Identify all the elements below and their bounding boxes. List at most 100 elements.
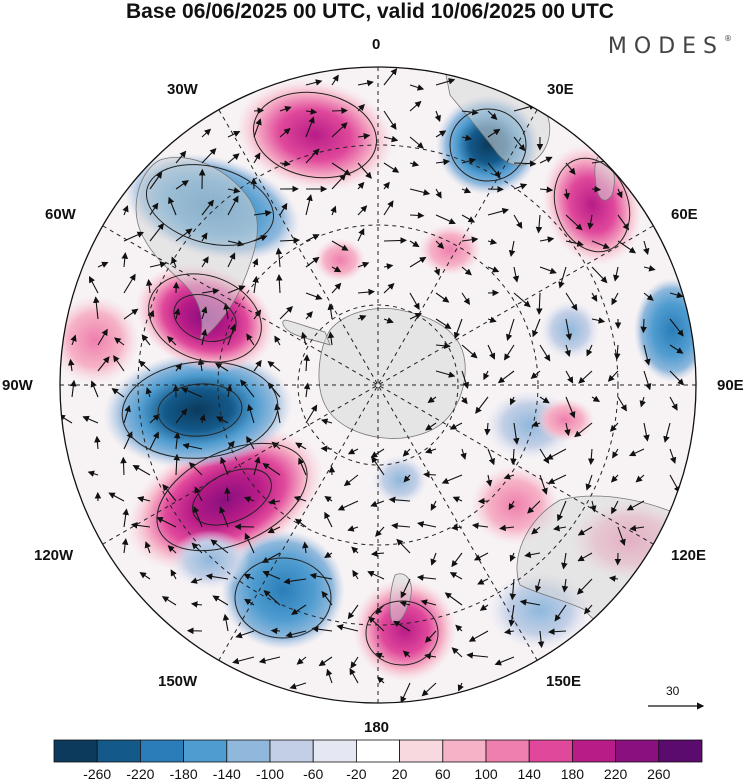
wind-vector (435, 158, 450, 166)
wind-vector (144, 541, 151, 554)
wind-vector (508, 240, 516, 257)
lon-label-150w: 150W (158, 673, 198, 690)
wind-vector (162, 484, 177, 502)
wind-vector (311, 625, 333, 633)
colorbar-tick-label: 100 (474, 766, 498, 782)
colorbar (53, 739, 703, 763)
wind-vector (583, 604, 593, 615)
wind-vector (67, 358, 75, 372)
wind-vector (181, 387, 203, 398)
wind-vector (531, 420, 541, 427)
wind-vector (435, 214, 456, 225)
wind-vector (509, 552, 516, 562)
wind-vector (396, 538, 411, 554)
wind-vector (82, 415, 99, 424)
wind-vector (508, 604, 516, 627)
wind-vector (350, 656, 359, 669)
wind-vector (461, 134, 473, 142)
wind-vector (262, 570, 281, 580)
wind-vector (513, 292, 531, 308)
lon-label-180: 180 (364, 719, 390, 736)
wind-vector (409, 313, 422, 320)
wind-vector (122, 205, 129, 216)
wind-vector (324, 511, 333, 528)
wind-vector (247, 404, 255, 424)
wind-vector (253, 359, 262, 372)
wind-vector (461, 187, 472, 194)
wind-vector (461, 370, 470, 389)
wind-vector (468, 630, 489, 642)
wind-vector (201, 148, 217, 164)
wind-vector (214, 362, 229, 372)
wind-vector (275, 247, 283, 268)
wind-vector (88, 276, 99, 294)
wind-vector (93, 296, 100, 320)
wind-vector (331, 173, 347, 190)
wind-vector (640, 318, 647, 334)
wind-vector (175, 362, 182, 372)
wind-vector (223, 302, 230, 320)
wind-vector (539, 448, 550, 464)
wind-vector (243, 496, 255, 503)
wind-vector (613, 266, 620, 282)
wind-vector (497, 370, 515, 384)
wind-vector (227, 130, 241, 138)
wind-vector (149, 413, 160, 424)
wind-vector (475, 396, 489, 414)
wind-vector (305, 234, 320, 242)
colorbar-tick-label: 140 (517, 766, 541, 782)
wind-vector (216, 416, 229, 424)
colorbar-swatch (442, 739, 487, 763)
wind-vector (635, 474, 645, 483)
wind-vector (97, 261, 109, 268)
colorbar-tick-label: -220 (126, 766, 155, 782)
wind-vector (611, 500, 619, 515)
wind-vector (357, 261, 370, 269)
wind-vector (402, 448, 411, 457)
wind-vector (149, 202, 159, 216)
graticule (60, 67, 696, 703)
wind-vector (510, 448, 517, 466)
wind-vector (274, 335, 281, 346)
colorbar-swatch (96, 739, 141, 763)
wind-vector (331, 74, 339, 86)
colorbar-tick-label: -180 (169, 766, 198, 782)
wind-vector (276, 274, 283, 294)
wind-vector (565, 292, 578, 311)
wind-vector (402, 650, 411, 658)
wind-vector (357, 132, 371, 140)
wind-vector (383, 181, 390, 190)
wind-vector (368, 616, 385, 632)
wind-vector (430, 552, 437, 566)
wind-vector (252, 275, 259, 294)
wind-vector (539, 396, 550, 404)
wind-vector (535, 214, 543, 234)
wind-vector (461, 292, 471, 306)
wind-vector (279, 127, 291, 138)
wind-vector (455, 624, 463, 632)
wind-vector (487, 110, 498, 120)
wind-vector (479, 604, 489, 611)
wind-vector (586, 344, 593, 357)
wind-vector (168, 196, 177, 216)
wind-vector (524, 551, 541, 558)
anomaly-blob (535, 398, 595, 442)
wind-vector (441, 474, 463, 484)
wind-vector (331, 282, 342, 294)
wind-vector (326, 668, 333, 684)
wind-vector (246, 333, 255, 346)
wind-vector (607, 370, 619, 382)
wind-vector (220, 456, 229, 476)
wind-vector (383, 68, 398, 86)
wind-vector (383, 162, 400, 173)
wind-vector (191, 542, 203, 554)
wind-vector (87, 470, 99, 477)
wind-vector (449, 422, 463, 430)
wind-vector (201, 306, 208, 320)
colorbar-swatch (226, 739, 271, 763)
modes-logo: MODES® (607, 34, 732, 59)
wind-vector (383, 317, 394, 324)
wind-vector (591, 395, 601, 402)
wind-vector (466, 652, 489, 659)
